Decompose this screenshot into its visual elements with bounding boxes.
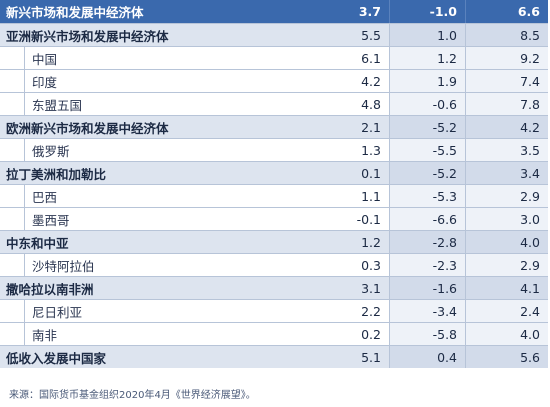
source-note: 来源：国际货币基金组织2020年4月《世界经济展望》。 [9, 390, 256, 401]
region-name: 尼日利亚 [32, 304, 83, 320]
table-row: 墨西哥 -0.1 -6.6 3.0 [0, 207, 548, 230]
growth-value-v3: 3.5 [465, 139, 548, 161]
growth-value-v3: 2.9 [465, 254, 548, 276]
growth-value-v3: 6.6 [465, 0, 548, 23]
region-name: 巴西 [32, 189, 58, 205]
growth-value-v2: -0.6 [389, 93, 465, 115]
growth-value-v1: 5.5 [361, 27, 381, 43]
region-name: 东盟五国 [32, 97, 83, 113]
table-row: 巴西 1.1 -5.3 2.9 [0, 184, 548, 207]
growth-value-v3: 9.2 [465, 47, 548, 69]
region-name: 墨西哥 [32, 212, 70, 228]
growth-value-v1: 4.8 [361, 96, 381, 112]
growth-value-v2: -5.5 [389, 139, 465, 161]
indent-divider [24, 139, 25, 161]
growth-value-v3: 4.0 [465, 323, 548, 345]
growth-value-v3: 3.4 [465, 162, 548, 184]
table-row: 俄罗斯 1.3 -5.5 3.5 [0, 138, 548, 161]
growth-value-v1: 2.1 [361, 119, 381, 135]
region-name: 中东和中亚 [6, 235, 69, 251]
growth-value-v3: 3.0 [465, 208, 548, 230]
indent-divider [24, 254, 25, 276]
growth-value-v3: 2.9 [465, 185, 548, 207]
indent-divider [24, 300, 25, 322]
region-name: 南非 [32, 327, 58, 343]
table-row: 撒哈拉以南非洲 3.1 -1.6 4.1 [0, 276, 548, 299]
region-name: 俄罗斯 [32, 143, 70, 159]
table-row: 沙特阿拉伯 0.3 -2.3 2.9 [0, 253, 548, 276]
growth-value-v1: 4.2 [361, 73, 381, 89]
region-name: 低收入发展中国家 [6, 350, 107, 366]
region-name: 新兴市场和发展中经济体 [6, 5, 144, 20]
growth-value-v1: 1.3 [361, 142, 381, 158]
growth-value-v1: 0.3 [361, 257, 381, 273]
growth-value-v1: 1.1 [361, 188, 381, 204]
growth-value-v2: -5.2 [389, 116, 465, 138]
growth-value-v3: 7.8 [465, 93, 548, 115]
region-name: 印度 [32, 74, 58, 90]
table-row: 中国 6.1 1.2 9.2 [0, 46, 548, 69]
region-name: 欧洲新兴市场和发展中经济体 [6, 120, 169, 136]
growth-value-v3: 4.0 [465, 231, 548, 253]
growth-value-v2: -2.3 [389, 254, 465, 276]
table-row: 东盟五国 4.8 -0.6 7.8 [0, 92, 548, 115]
indent-divider [24, 323, 25, 345]
growth-value-v2: -2.8 [389, 231, 465, 253]
growth-value-v1: 3.1 [361, 280, 381, 296]
region-name: 中国 [32, 51, 58, 67]
indent-divider [24, 70, 25, 92]
table-row: 尼日利亚 2.2 -3.4 2.4 [0, 299, 548, 322]
growth-value-v1: 0.2 [361, 326, 381, 342]
table-row: 低收入发展中国家 5.1 0.4 5.6 [0, 345, 548, 368]
region-name: 沙特阿拉伯 [32, 258, 95, 274]
growth-value-v2: -5.2 [389, 162, 465, 184]
growth-value-v2: -1.0 [389, 0, 465, 23]
table-row: 新兴市场和发展中经济体 3.7 -1.0 6.6 [0, 0, 548, 23]
table-row: 亚洲新兴市场和发展中经济体 5.5 1.0 8.5 [0, 23, 548, 46]
indent-divider [24, 47, 25, 69]
growth-value-v2: -5.8 [389, 323, 465, 345]
indent-divider [24, 93, 25, 115]
economic-outlook-table: 新兴市场和发展中经济体 3.7 -1.0 6.6 亚洲新兴市场和发展中经济体 5.5 1.0… [0, 0, 548, 368]
region-name: 亚洲新兴市场和发展中经济体 [6, 28, 169, 44]
indent-divider [24, 208, 25, 230]
table-row: 印度 4.2 1.9 7.4 [0, 69, 548, 92]
growth-value-v1: 0.1 [361, 165, 381, 181]
growth-value-v2: -5.3 [389, 185, 465, 207]
growth-value-v3: 4.1 [465, 277, 548, 299]
growth-value-v3: 2.4 [465, 300, 548, 322]
growth-value-v2: 1.9 [389, 70, 465, 92]
indent-divider [24, 185, 25, 207]
growth-value-v1: 2.2 [361, 303, 381, 319]
table-row: 中东和中亚 1.2 -2.8 4.0 [0, 230, 548, 253]
table-row: 拉丁美洲和加勒比 0.1 -5.2 3.4 [0, 161, 548, 184]
table-row: 南非 0.2 -5.8 4.0 [0, 322, 548, 345]
growth-value-v1: 6.1 [361, 50, 381, 66]
table-row: 欧洲新兴市场和发展中经济体 2.1 -5.2 4.2 [0, 115, 548, 138]
growth-value-v3: 8.5 [465, 24, 548, 46]
growth-value-v1: 1.2 [361, 234, 381, 250]
growth-value-v3: 7.4 [465, 70, 548, 92]
growth-value-v3: 5.6 [465, 346, 548, 368]
growth-value-v2: -6.6 [389, 208, 465, 230]
growth-value-v2: 1.0 [389, 24, 465, 46]
growth-value-v2: 0.4 [389, 346, 465, 368]
growth-value-v1: 5.1 [361, 349, 381, 365]
growth-value-v2: -1.6 [389, 277, 465, 299]
growth-value-v2: -3.4 [389, 300, 465, 322]
growth-value-v3: 4.2 [465, 116, 548, 138]
region-name: 拉丁美洲和加勒比 [6, 166, 107, 182]
growth-value-v1: -0.1 [356, 211, 381, 227]
growth-value-v1: 3.7 [358, 4, 381, 19]
region-name: 撒哈拉以南非洲 [6, 281, 94, 297]
growth-value-v2: 1.2 [389, 47, 465, 69]
